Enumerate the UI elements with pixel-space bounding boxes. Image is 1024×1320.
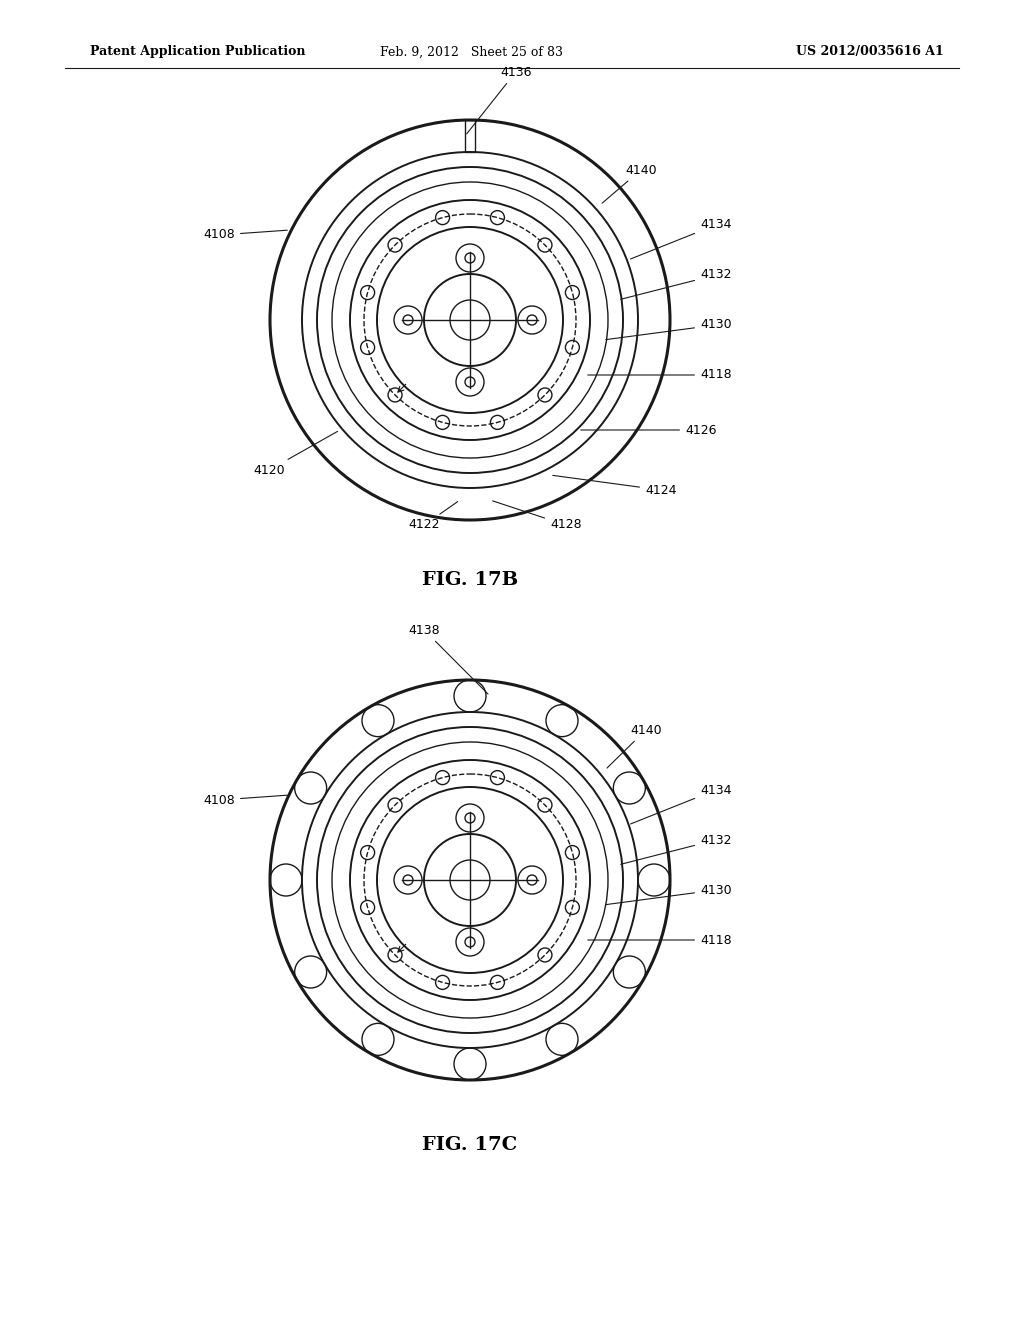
Text: 4140: 4140	[607, 723, 662, 768]
Text: US 2012/0035616 A1: US 2012/0035616 A1	[797, 45, 944, 58]
Text: FIG. 17B: FIG. 17B	[422, 572, 518, 589]
Text: Feb. 9, 2012   Sheet 25 of 83: Feb. 9, 2012 Sheet 25 of 83	[380, 45, 562, 58]
Text: Patent Application Publication: Patent Application Publication	[90, 45, 305, 58]
Bar	[465, 120, 475, 152]
Text: 4108: 4108	[203, 793, 287, 807]
Text: 4134: 4134	[631, 784, 731, 824]
Text: 4130: 4130	[606, 318, 731, 339]
Text: 4140: 4140	[602, 164, 656, 203]
Text: 4118: 4118	[588, 933, 731, 946]
Text: FIG. 17C: FIG. 17C	[422, 1137, 517, 1154]
Text: 4118: 4118	[588, 368, 731, 381]
Text: 4136: 4136	[467, 66, 531, 133]
Text: 4126: 4126	[581, 424, 717, 437]
Text: 4122: 4122	[409, 502, 458, 532]
Text: 4132: 4132	[621, 268, 731, 300]
Text: 4130: 4130	[606, 883, 731, 904]
Text: 4138: 4138	[409, 623, 488, 694]
Text: 4128: 4128	[493, 500, 582, 532]
Text: 4120: 4120	[253, 432, 338, 477]
Text: 4134: 4134	[631, 219, 731, 259]
Text: 4132: 4132	[621, 833, 731, 865]
Text: 4108: 4108	[203, 228, 287, 242]
Text: 4124: 4124	[553, 475, 677, 496]
